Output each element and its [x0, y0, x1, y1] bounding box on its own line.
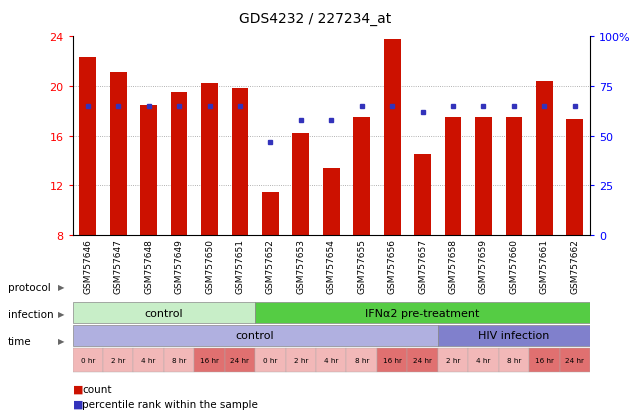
Text: protocol: protocol — [8, 282, 50, 292]
Text: 24 hr: 24 hr — [413, 357, 432, 363]
Bar — [567, 120, 583, 235]
Bar — [110, 73, 127, 235]
Bar — [225, 348, 255, 373]
Text: 2 hr: 2 hr — [446, 357, 460, 363]
Bar — [316, 348, 346, 373]
Text: GSM757659: GSM757659 — [479, 239, 488, 294]
Bar — [408, 348, 438, 373]
Text: GSM757655: GSM757655 — [357, 239, 366, 294]
Text: time: time — [8, 336, 31, 346]
Text: GSM757650: GSM757650 — [205, 239, 214, 294]
Bar — [201, 84, 218, 235]
Bar — [73, 348, 103, 373]
Text: ▶: ▶ — [58, 309, 64, 318]
Bar — [468, 348, 498, 373]
Text: 8 hr: 8 hr — [172, 357, 186, 363]
Bar — [255, 348, 286, 373]
Bar — [505, 118, 522, 235]
Bar — [560, 348, 590, 373]
Bar — [103, 348, 133, 373]
Text: GSM757652: GSM757652 — [266, 239, 275, 294]
Bar — [164, 348, 194, 373]
Text: count: count — [82, 384, 112, 394]
Text: 24 hr: 24 hr — [230, 357, 249, 363]
Text: 16 hr: 16 hr — [382, 357, 402, 363]
Bar — [171, 93, 187, 235]
Text: GSM757651: GSM757651 — [235, 239, 244, 294]
Text: 16 hr: 16 hr — [535, 357, 554, 363]
Text: GSM757662: GSM757662 — [570, 239, 579, 294]
Bar — [232, 89, 249, 235]
Text: 4 hr: 4 hr — [141, 357, 156, 363]
Bar — [255, 303, 590, 323]
Bar — [536, 82, 553, 235]
Text: IFNα2 pre-treatment: IFNα2 pre-treatment — [365, 308, 480, 318]
Text: GSM757657: GSM757657 — [418, 239, 427, 294]
Text: percentile rank within the sample: percentile rank within the sample — [82, 399, 258, 409]
Bar — [498, 348, 529, 373]
Text: GSM757660: GSM757660 — [509, 239, 519, 294]
Text: 16 hr: 16 hr — [200, 357, 219, 363]
Bar — [194, 348, 225, 373]
Bar — [529, 348, 560, 373]
Bar — [384, 40, 401, 235]
Bar — [438, 348, 468, 373]
Bar — [353, 118, 370, 235]
Text: GSM757646: GSM757646 — [83, 239, 92, 294]
Text: GSM757649: GSM757649 — [175, 239, 184, 294]
Text: 2 hr: 2 hr — [293, 357, 308, 363]
Bar — [445, 118, 461, 235]
Text: 24 hr: 24 hr — [565, 357, 584, 363]
Text: ▶: ▶ — [58, 336, 64, 345]
Bar — [323, 169, 339, 235]
Text: 4 hr: 4 hr — [476, 357, 491, 363]
Text: 8 hr: 8 hr — [507, 357, 521, 363]
Bar — [293, 134, 309, 235]
Text: GSM757654: GSM757654 — [327, 239, 336, 294]
Text: GSM757653: GSM757653 — [297, 239, 305, 294]
Bar — [80, 58, 96, 235]
Text: GSM757656: GSM757656 — [387, 239, 397, 294]
Text: ▶: ▶ — [58, 282, 64, 292]
Text: 2 hr: 2 hr — [111, 357, 126, 363]
Bar — [286, 348, 316, 373]
Bar — [438, 325, 590, 346]
Text: HIV infection: HIV infection — [478, 330, 550, 341]
Bar — [262, 192, 279, 235]
Bar — [377, 348, 408, 373]
Text: 0 hr: 0 hr — [263, 357, 278, 363]
Bar — [140, 105, 157, 235]
Text: 0 hr: 0 hr — [81, 357, 95, 363]
Bar — [475, 118, 492, 235]
Bar — [73, 303, 255, 323]
Text: control: control — [144, 308, 183, 318]
Text: infection: infection — [8, 309, 53, 319]
Text: GSM757648: GSM757648 — [144, 239, 153, 294]
Text: GSM757661: GSM757661 — [540, 239, 549, 294]
Text: ■: ■ — [73, 399, 83, 409]
Bar — [346, 348, 377, 373]
Text: ■: ■ — [73, 384, 83, 394]
Bar — [73, 325, 438, 346]
Text: GSM757647: GSM757647 — [114, 239, 122, 294]
Text: 4 hr: 4 hr — [324, 357, 338, 363]
Text: GDS4232 / 227234_at: GDS4232 / 227234_at — [239, 12, 392, 26]
Text: 8 hr: 8 hr — [355, 357, 369, 363]
Bar — [133, 348, 164, 373]
Text: control: control — [236, 330, 274, 341]
Text: GSM757658: GSM757658 — [449, 239, 457, 294]
Bar — [414, 155, 431, 235]
